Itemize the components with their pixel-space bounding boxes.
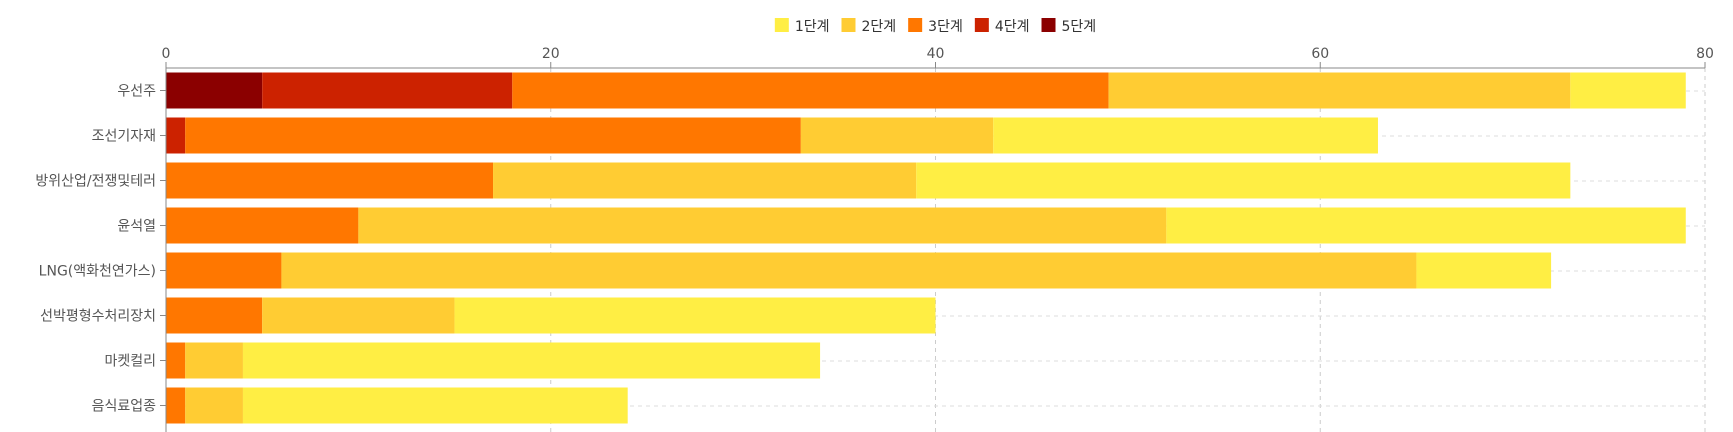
bar-segment <box>185 117 801 154</box>
legend-swatch-5 <box>1041 18 1056 32</box>
category-label: 조선기자재 <box>92 129 156 145</box>
bar-segment <box>358 207 1167 244</box>
bar-segment <box>1416 252 1552 289</box>
category-label: 마켓컬리 <box>104 354 156 370</box>
bar-segment <box>185 387 243 424</box>
bar-segment <box>800 117 994 154</box>
bar-segment <box>166 117 186 154</box>
bar-segment <box>166 162 494 199</box>
bar-segment <box>242 342 821 379</box>
category-label: 방위산업/전쟁및테러 <box>35 174 156 190</box>
bar-segment <box>166 207 359 244</box>
bar-segment <box>993 117 1378 154</box>
bar-segment <box>262 297 455 334</box>
legend-label-1: 1단계 <box>795 19 830 35</box>
legend-label-5: 5단계 <box>1062 19 1097 35</box>
bar-segment <box>281 252 1417 289</box>
legend-label-4: 4단계 <box>995 19 1030 35</box>
legend-swatch-1 <box>774 18 789 32</box>
category-label: 선박평형수처리장치 <box>40 309 156 325</box>
category-label: 음식료업종 <box>92 399 157 415</box>
axes: 0 20 40 60 80 <box>160 46 1714 432</box>
bar-segment <box>1166 207 1686 244</box>
bar-segment <box>916 162 1571 199</box>
bar-segment <box>454 297 936 334</box>
category-label: 우선주 <box>117 84 156 100</box>
legend-swatch-2 <box>841 18 856 32</box>
category-label: LNG(액화천연가스) <box>39 264 156 280</box>
legend-label-3: 3단계 <box>928 19 963 35</box>
bar-segment <box>1108 72 1571 109</box>
bar-segment <box>512 72 1109 109</box>
bar-segment <box>166 252 282 289</box>
bar-segment <box>166 297 263 334</box>
x-tick-label: 80 <box>1696 46 1714 62</box>
legend-swatch-3 <box>908 18 923 32</box>
bars <box>166 72 1686 424</box>
bar-segment <box>185 342 243 379</box>
bar-segment <box>262 72 513 109</box>
bar-segment <box>166 342 186 379</box>
bar-segment <box>1570 72 1686 109</box>
legend: 1단계 2단계 3단계 4단계 5단계 <box>774 18 1097 35</box>
legend-swatch-4 <box>974 18 989 32</box>
legend-label-2: 2단계 <box>861 19 896 35</box>
bar-segment <box>166 72 263 109</box>
x-tick-label: 40 <box>927 46 945 62</box>
x-tick-label: 0 <box>162 46 171 62</box>
x-tick-label: 60 <box>1311 46 1329 62</box>
category-label: 윤석열 <box>117 219 156 235</box>
bar-segment <box>166 387 186 424</box>
x-tick-label: 20 <box>542 46 560 62</box>
bar-segment <box>493 162 917 199</box>
bar-segment <box>242 387 628 424</box>
